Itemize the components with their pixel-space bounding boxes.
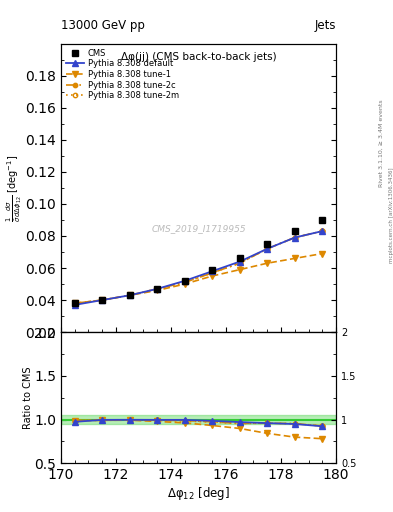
Pythia 8.308 default: [265, 246, 270, 252]
CMS: [210, 267, 215, 273]
Pythia 8.308 tune-2c: [210, 270, 215, 276]
Text: CMS_2019_I1719955: CMS_2019_I1719955: [151, 224, 246, 233]
Text: Rivet 3.1.10, ≥ 3.4M events: Rivet 3.1.10, ≥ 3.4M events: [379, 99, 384, 187]
Pythia 8.308 tune-1: [292, 255, 297, 262]
Pythia 8.308 tune-2c: [127, 292, 132, 298]
Pythia 8.308 tune-1: [237, 267, 242, 273]
Pythia 8.308 default: [155, 286, 160, 292]
Pythia 8.308 tune-2c: [155, 286, 160, 292]
Pythia 8.308 tune-2c: [292, 234, 297, 241]
Pythia 8.308 tune-2c: [100, 297, 105, 303]
CMS: [237, 255, 242, 262]
CMS: [127, 292, 132, 298]
Pythia 8.308 tune-2m: [182, 280, 187, 286]
Text: Jets: Jets: [314, 19, 336, 32]
Pythia 8.308 default: [320, 228, 325, 234]
Pythia 8.308 tune-1: [210, 273, 215, 279]
Y-axis label: Ratio to CMS: Ratio to CMS: [23, 367, 33, 429]
Pythia 8.308 tune-2m: [320, 228, 325, 234]
CMS: [72, 300, 77, 306]
Legend: CMS, Pythia 8.308 default, Pythia 8.308 tune-1, Pythia 8.308 tune-2c, Pythia 8.3: CMS, Pythia 8.308 default, Pythia 8.308 …: [64, 47, 180, 102]
Text: 13000 GeV pp: 13000 GeV pp: [61, 19, 145, 32]
Pythia 8.308 default: [72, 302, 77, 308]
Pythia 8.308 default: [100, 297, 105, 303]
Pythia 8.308 tune-2m: [127, 292, 132, 298]
Line: Pythia 8.308 tune-2c: Pythia 8.308 tune-2c: [72, 229, 325, 306]
Line: Pythia 8.308 tune-1: Pythia 8.308 tune-1: [72, 250, 325, 306]
Pythia 8.308 tune-2m: [292, 234, 297, 241]
Pythia 8.308 tune-1: [127, 292, 132, 298]
Line: Pythia 8.308 default: Pythia 8.308 default: [72, 228, 325, 308]
Pythia 8.308 tune-1: [72, 300, 77, 306]
Text: mcplots.cern.ch [arXiv:1306.3436]: mcplots.cern.ch [arXiv:1306.3436]: [389, 167, 393, 263]
Pythia 8.308 tune-2c: [182, 280, 187, 286]
CMS: [155, 286, 160, 292]
Pythia 8.308 tune-2c: [237, 260, 242, 266]
CMS: [292, 228, 297, 234]
Pythia 8.308 tune-2c: [320, 228, 325, 234]
Pythia 8.308 tune-2m: [237, 260, 242, 266]
Line: Pythia 8.308 tune-2m: Pythia 8.308 tune-2m: [72, 229, 325, 306]
X-axis label: Δφ$_{12}$ [deg]: Δφ$_{12}$ [deg]: [167, 485, 230, 502]
Pythia 8.308 tune-2m: [155, 286, 160, 292]
CMS: [265, 241, 270, 247]
Pythia 8.308 tune-1: [100, 297, 105, 303]
CMS: [182, 278, 187, 284]
CMS: [100, 297, 105, 303]
Pythia 8.308 tune-2m: [210, 270, 215, 276]
CMS: [320, 217, 325, 223]
Bar: [61, 415, 336, 424]
Pythia 8.308 tune-2c: [72, 300, 77, 306]
Pythia 8.308 default: [237, 259, 242, 265]
Pythia 8.308 tune-1: [265, 260, 270, 266]
Pythia 8.308 tune-1: [182, 281, 187, 287]
Pythia 8.308 tune-2c: [265, 246, 270, 252]
Pythia 8.308 tune-2m: [100, 297, 105, 303]
Pythia 8.308 default: [292, 234, 297, 241]
Pythia 8.308 default: [182, 278, 187, 284]
Pythia 8.308 tune-2m: [72, 300, 77, 306]
Pythia 8.308 default: [210, 268, 215, 274]
Pythia 8.308 default: [127, 292, 132, 298]
Pythia 8.308 tune-2m: [265, 246, 270, 252]
Pythia 8.308 tune-1: [320, 250, 325, 257]
Pythia 8.308 tune-1: [155, 287, 160, 293]
Line: CMS: CMS: [72, 217, 325, 306]
Y-axis label: $\frac{1}{\bar{\sigma}}\frac{d\sigma}{d\Delta\phi_{12}}$ [deg$^{-1}$]: $\frac{1}{\bar{\sigma}}\frac{d\sigma}{d\…: [4, 154, 24, 222]
Text: Δφ(jj) (CMS back-to-back jets): Δφ(jj) (CMS back-to-back jets): [121, 52, 276, 62]
